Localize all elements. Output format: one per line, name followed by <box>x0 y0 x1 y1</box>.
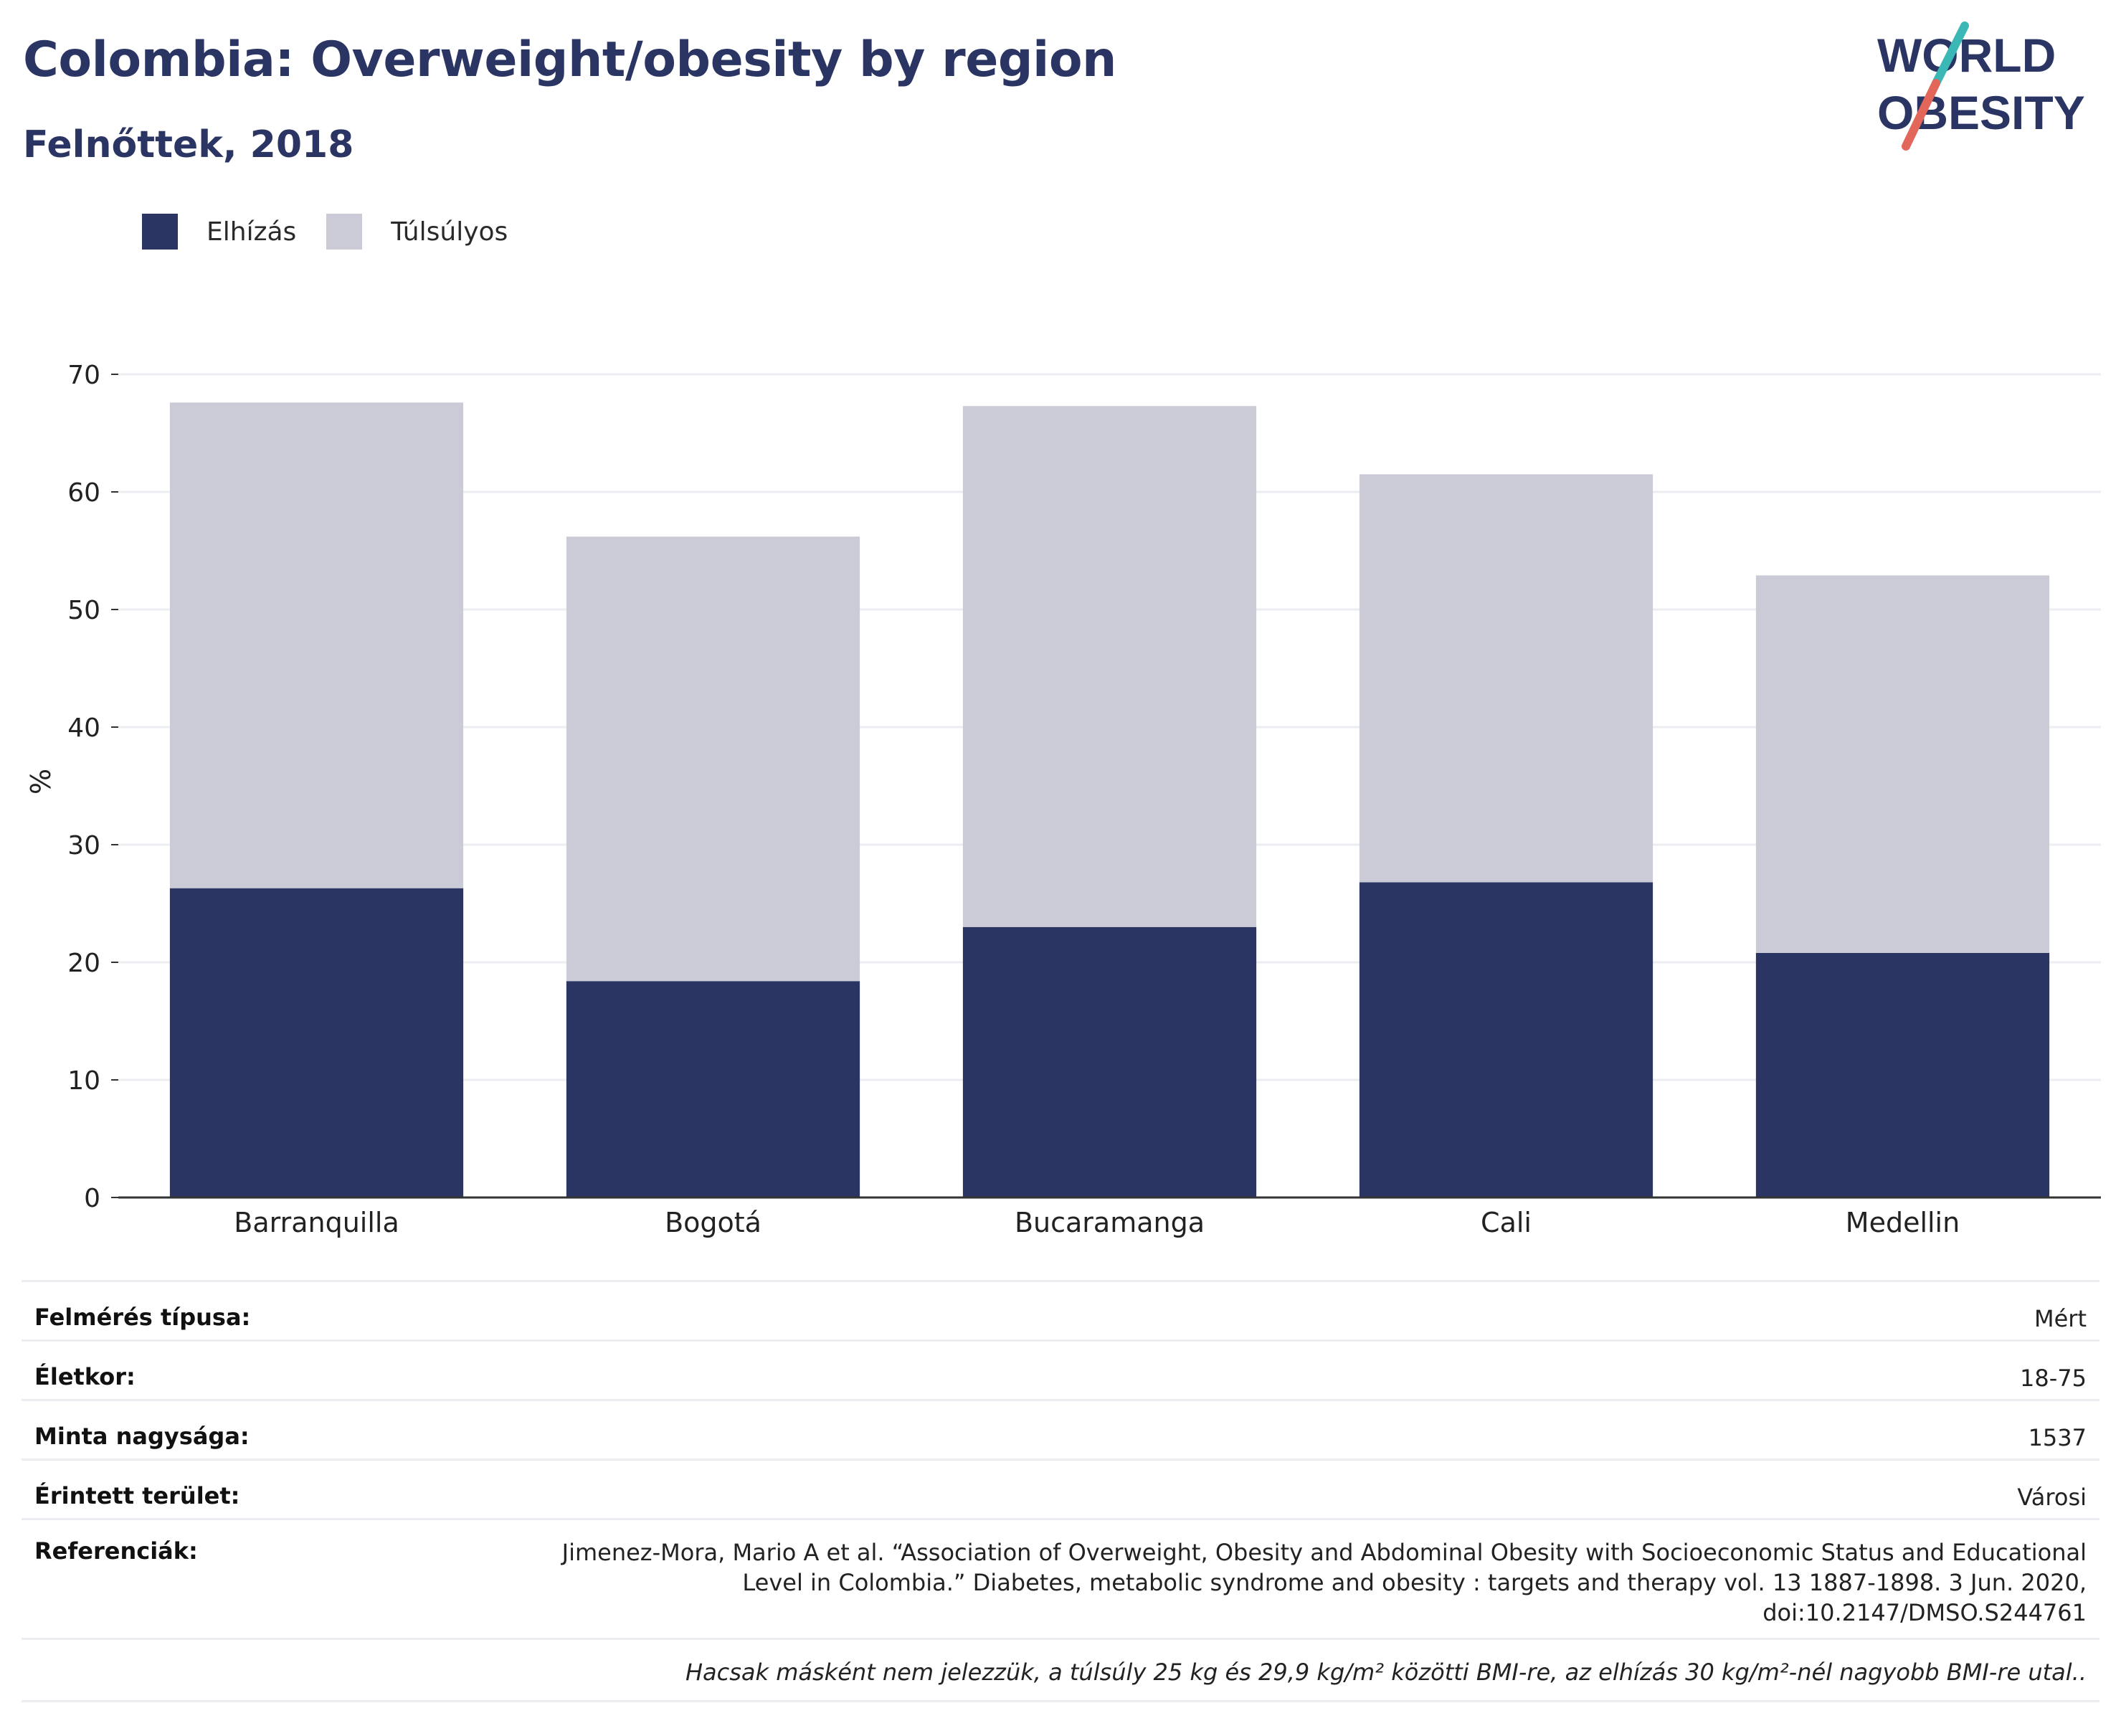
bar-obese[interactable] <box>1755 952 2050 1197</box>
x-tick-label: Bogotá <box>665 1207 761 1238</box>
info-label: Minta nagysága: <box>34 1423 250 1450</box>
bar-overweight[interactable] <box>566 536 860 982</box>
info-value: Mért <box>2034 1305 2087 1332</box>
chart-subtitle: Felnőttek, 2018 <box>23 123 354 166</box>
references-text: Jimenez-Mora, Mario A et al. “Associatio… <box>562 1537 2087 1628</box>
bar-chart: 0 10 20 30 40 50 60 70 Barranquilla Bogotá Bucaram… <box>25 361 2101 1238</box>
legend-item-overweight[interactable]: Túlsúlyos <box>326 214 508 250</box>
chart-title: Colombia: Overweight/obesity by region <box>23 32 1116 88</box>
legend-swatch-overweight <box>326 214 363 250</box>
info-label: Felmérés típusa: <box>34 1304 251 1331</box>
bar-overweight[interactable] <box>1359 474 1653 883</box>
info-row-sample-size: Minta nagysága: 1537 <box>22 1399 2099 1458</box>
bar-overweight[interactable] <box>1755 575 2050 953</box>
x-tick-label: Cali <box>1481 1207 1532 1238</box>
x-tick-label: Medellin <box>1846 1207 1960 1238</box>
bar-overweight[interactable] <box>962 406 1257 927</box>
y-tick-label: 30 <box>67 831 100 860</box>
world-obesity-logo: WORLD OBESITY <box>1877 22 2085 151</box>
info-value: 1537 <box>2028 1424 2087 1451</box>
bar-obese[interactable] <box>1359 882 1653 1197</box>
y-tick-label: 10 <box>67 1066 100 1096</box>
info-row-age: Életkor: 18-75 <box>22 1339 2099 1399</box>
legend-swatch-obese <box>142 214 178 250</box>
info-row-references: Referenciák: Jimenez-Mora, Mario A et al… <box>22 1518 2099 1638</box>
chart-legend: Elhízás Túlsúlyos <box>142 212 538 251</box>
bar-obese[interactable] <box>962 926 1257 1197</box>
info-row-survey-type: Felmérés típusa: Mért <box>22 1280 2099 1339</box>
y-axis-label: % <box>25 769 57 795</box>
footnote: Hacsak másként nem jelezzük, a túlsúly 2… <box>22 1638 2099 1702</box>
info-value: 18-75 <box>2020 1365 2087 1392</box>
logo-slash-teal <box>1932 22 1969 87</box>
y-tick-label: 50 <box>67 596 100 625</box>
reference-line: Jimenez-Mora, Mario A et al. “Associatio… <box>561 1539 2087 1566</box>
logo-word-world: WORLD <box>1877 29 2056 82</box>
x-tick-label: Barranquilla <box>234 1207 399 1238</box>
bar-obese[interactable] <box>169 888 464 1197</box>
bar-overweight[interactable] <box>169 402 464 888</box>
y-tick-label: 20 <box>67 949 100 978</box>
legend-label-overweight: Túlsúlyos <box>391 217 508 247</box>
legend-item-obese[interactable]: Elhízás <box>142 214 296 250</box>
info-label: Életkor: <box>34 1363 136 1390</box>
survey-info-table: Felmérés típusa: Mért Életkor: 18-75 Min… <box>22 1280 2099 1638</box>
bar-obese[interactable] <box>566 981 860 1197</box>
info-row-area: Érintett terület: Városi <box>22 1458 2099 1518</box>
logo-slash-coral <box>1902 79 1940 151</box>
info-label: Referenciák: <box>34 1537 198 1565</box>
y-tick-label: 40 <box>67 713 100 743</box>
legend-label-obese: Elhízás <box>207 217 297 247</box>
info-value: Városi <box>2017 1484 2087 1511</box>
reference-line: doi:10.2147/DMSO.S244761 <box>1762 1599 2087 1626</box>
reference-line: Level in Colombia.” Diabetes, metabolic … <box>742 1569 2087 1596</box>
y-tick-label: 0 <box>84 1184 100 1213</box>
x-tick-label: Bucaramanga <box>1015 1207 1205 1238</box>
y-tick-label: 60 <box>67 478 100 508</box>
info-label: Érintett terület: <box>34 1482 240 1509</box>
y-tick-label: 70 <box>67 361 100 390</box>
